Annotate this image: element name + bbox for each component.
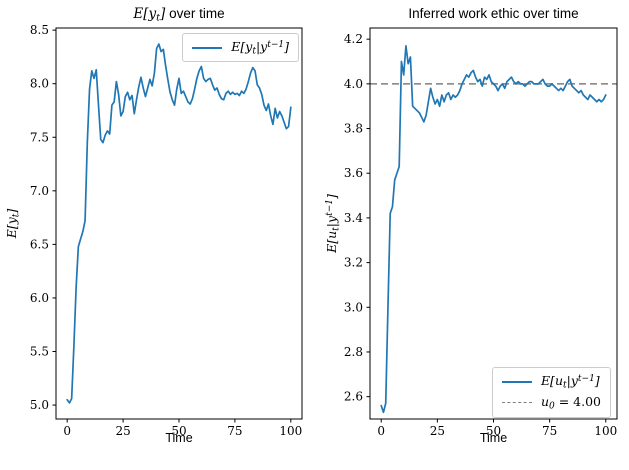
- label-fragment: t: [563, 380, 567, 391]
- legend-entry: E[yt|yt−1]: [192, 39, 289, 56]
- label-fragment: u: [540, 394, 549, 410]
- label-fragment: E[y: [4, 217, 19, 239]
- label-fragment: t: [156, 12, 161, 24]
- label-fragment: 0: [549, 401, 555, 412]
- label-fragment: E[y: [231, 39, 253, 54]
- label-fragment: t−1: [577, 373, 595, 384]
- legend-dashed-line-sample: [501, 402, 532, 404]
- label-fragment: = 4.00: [554, 394, 601, 410]
- label-fragment: E[u: [324, 230, 339, 253]
- legend-label: E[yt|yt−1]: [231, 39, 289, 56]
- legend-label: E[ut|yt−1]: [541, 373, 600, 390]
- right-x-axis-label: Time: [479, 431, 508, 445]
- label-fragment: t: [331, 227, 342, 231]
- legend-entry: E[ut|yt−1]: [501, 373, 601, 390]
- label-fragment: |y: [255, 39, 268, 54]
- legend-label: u0 = 4.00: [541, 394, 601, 411]
- label-fragment: t: [252, 46, 256, 57]
- label-fragment: E[u: [540, 373, 563, 388]
- label-fragment: Inferred work ethic over time: [408, 6, 579, 21]
- left-x-axis-label: Time: [165, 431, 193, 445]
- legend-line-sample: [501, 380, 532, 383]
- label-fragment: over time: [165, 6, 225, 21]
- label-fragment: ]: [284, 39, 289, 54]
- right-plot-legend: E[ut|yt−1] u0 = 4.00: [491, 367, 611, 418]
- label-fragment: ]: [324, 194, 339, 200]
- label-fragment: t: [11, 213, 22, 218]
- label-fragment: ]: [160, 6, 166, 22]
- label-fragment: |y: [324, 215, 339, 228]
- label-fragment: E[y: [133, 6, 157, 22]
- right-plot-title: Inferred work ethic over time: [370, 6, 617, 21]
- label-fragment: t−1: [267, 39, 285, 50]
- right-y-axis-label: E[ut|yt−1]: [324, 28, 341, 419]
- left-y-axis-label: E[yt]: [4, 28, 21, 419]
- legend-line-sample: [192, 46, 223, 49]
- label-fragment: ]: [4, 208, 19, 214]
- label-fragment: t−1: [324, 199, 335, 216]
- label-fragment: |y: [566, 373, 578, 388]
- legend-entry: u0 = 4.00: [501, 394, 601, 412]
- left-plot-title: E[yt] over time: [56, 6, 302, 23]
- left-plot-legend: E[yt|yt−1]: [182, 33, 299, 63]
- label-fragment: ]: [594, 373, 600, 388]
